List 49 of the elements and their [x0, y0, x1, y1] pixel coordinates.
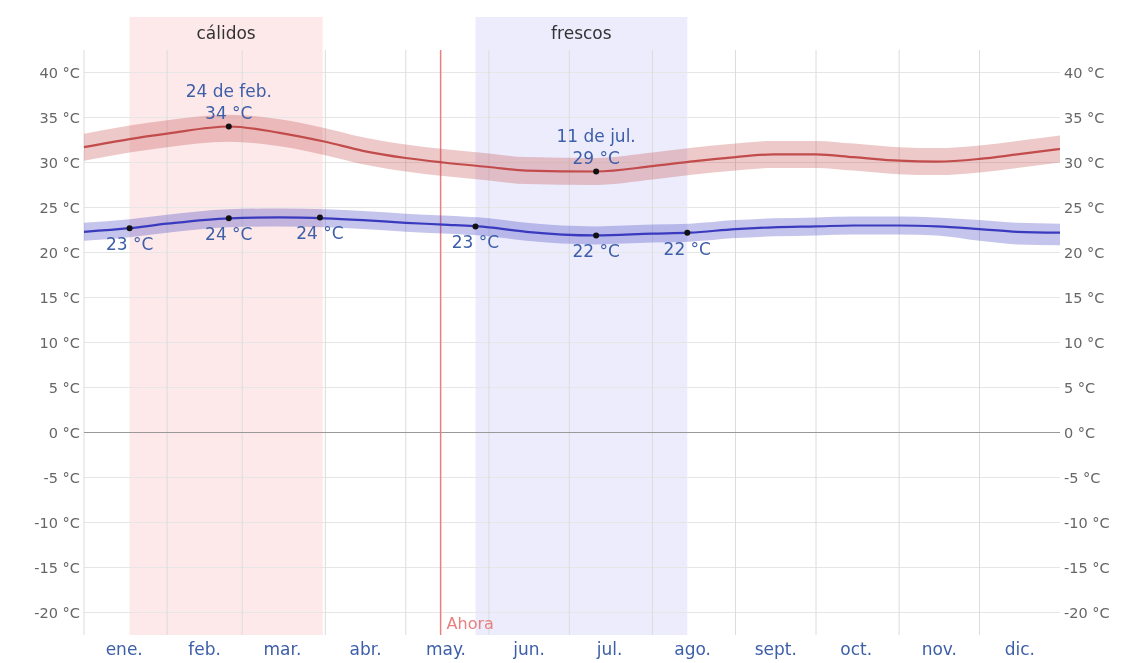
y-tick-label: -10 °C	[34, 514, 80, 531]
y-tick-label: -20 °C	[34, 604, 80, 621]
x-tick-label: nov.	[921, 639, 957, 659]
x-tick-label: jun.	[512, 639, 545, 659]
y2-tick-label: -15 °C	[1064, 559, 1110, 576]
y-tick-label: 10 °C	[39, 334, 80, 351]
y2-tick-label: -20 °C	[1064, 604, 1110, 621]
y-tick-label: 0 °C	[48, 424, 80, 441]
band-label: frescos	[551, 23, 612, 43]
y-tick-label: 5 °C	[48, 379, 80, 396]
annotation: 24 °C	[296, 223, 344, 244]
y2-tick-label: 5 °C	[1064, 379, 1096, 396]
x-tick-label: dic.	[1004, 639, 1035, 659]
x-tick-label: jul.	[595, 639, 623, 659]
annotation: 23 °C	[451, 232, 500, 253]
y-tick-label: 40 °C	[39, 64, 80, 81]
annotation: 22 °C	[663, 238, 711, 259]
x-tick-label: ago.	[674, 639, 712, 659]
x-tick-label: may.	[425, 639, 466, 659]
y2-tick-label: 20 °C	[1064, 244, 1105, 261]
y2-tick-label: 10 °C	[1064, 334, 1105, 351]
y-tick-label: 20 °C	[39, 244, 80, 261]
y-tick-label: 15 °C	[39, 289, 80, 306]
band-label: cálidos	[196, 23, 256, 43]
ref-line-label: Ahora	[446, 614, 494, 633]
y-tick-label: 35 °C	[39, 109, 80, 126]
annotation: 24 de feb. 34 °C	[185, 80, 272, 123]
y2-tick-label: 35 °C	[1064, 109, 1105, 126]
annotation: 23 °C	[105, 234, 154, 255]
y-tick-label: -5 °C	[43, 469, 80, 486]
y2-tick-label: 40 °C	[1064, 64, 1105, 81]
y2-tick-label: 30 °C	[1064, 154, 1105, 171]
x-tick-label: sept.	[754, 639, 797, 659]
annotation: 11 de jul. 29 °C	[556, 125, 636, 168]
y2-tick-label: -10 °C	[1064, 514, 1110, 531]
x-tick-label: mar.	[263, 639, 302, 659]
y2-tick-label: 0 °C	[1064, 424, 1096, 441]
x-tick-label: oct.	[840, 639, 873, 659]
annotation: 22 °C	[572, 241, 620, 262]
y-tick-label: 30 °C	[39, 154, 80, 171]
y2-tick-label: 15 °C	[1064, 289, 1105, 306]
x-tick-label: ene.	[105, 639, 143, 659]
y2-tick-label: 25 °C	[1064, 199, 1105, 216]
y2-tick-label: -5 °C	[1064, 469, 1101, 486]
annotation: 24 °C	[205, 224, 253, 245]
x-tick-label: feb.	[188, 639, 221, 659]
x-tick-label: abr.	[349, 639, 382, 659]
y-tick-label: -15 °C	[34, 559, 80, 576]
y-tick-label: 25 °C	[39, 199, 80, 216]
